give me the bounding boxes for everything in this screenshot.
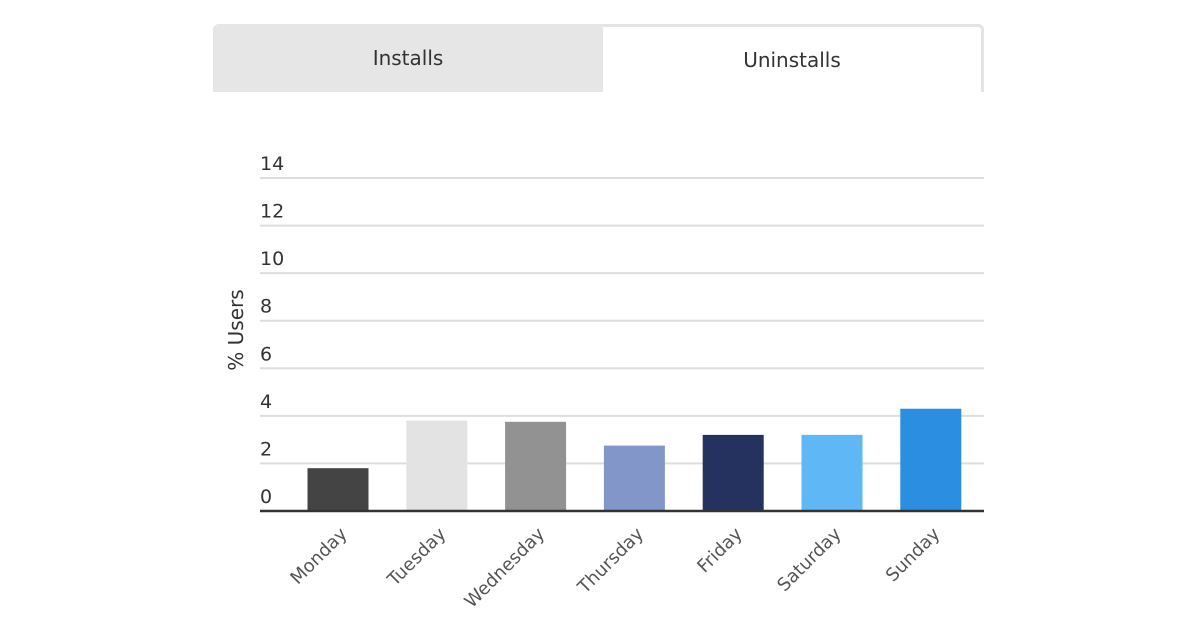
y-tick-label: 8 (260, 296, 272, 318)
x-tick-label: Monday (286, 523, 351, 588)
x-tick-label: Thursday (573, 523, 648, 598)
x-tick-label: Wednesday (461, 523, 550, 612)
x-tick-label: Sunday (882, 523, 945, 586)
bar-friday (702, 434, 764, 511)
bar-saturday (801, 434, 863, 511)
gridlines (260, 177, 984, 465)
tab-installs[interactable]: Installs (213, 24, 603, 92)
y-tick-label: 6 (260, 343, 272, 365)
y-tick-label: 14 (260, 153, 284, 175)
tab-uninstalls-label: Uninstalls (743, 47, 841, 72)
x-tick-label: Tuesday (383, 523, 451, 591)
y-tick-label: 4 (260, 391, 272, 413)
y-axis-ticks: 0 2 4 6 8 10 12 14 (260, 153, 284, 508)
y-tick-label: 12 (260, 201, 284, 223)
bar-tuesday (406, 420, 468, 511)
y-tick-label: 2 (260, 438, 272, 460)
bar-monday (307, 468, 369, 511)
tab-installs-label: Installs (372, 46, 444, 70)
x-axis-labels: Monday Tuesday Wednesday Thursday Friday Satu… (286, 523, 944, 612)
bar-thursday (603, 445, 665, 511)
bar-wednesday (505, 421, 567, 511)
x-tick-label: Friday (693, 523, 747, 577)
bar-sunday (900, 408, 962, 511)
bars (307, 408, 962, 511)
y-tick-label: 0 (260, 486, 272, 508)
x-tick-label: Saturday (773, 523, 845, 595)
tab-uninstalls[interactable]: Uninstalls (603, 24, 984, 92)
y-tick-label: 10 (260, 248, 284, 270)
y-axis-title: % Users (224, 289, 248, 370)
tab-bar: Installs Uninstalls (213, 24, 984, 92)
